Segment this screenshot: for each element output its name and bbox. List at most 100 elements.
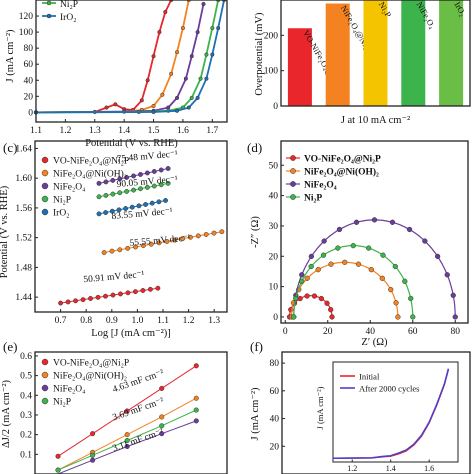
data-point <box>101 250 107 255</box>
data-point <box>308 263 314 270</box>
data-point <box>123 206 129 211</box>
y-axis-label: J (mA cm⁻²) <box>250 387 261 441</box>
y-tick-label: 0 <box>273 102 278 112</box>
data-point <box>158 167 164 173</box>
x-tick-label: 20 <box>323 327 333 337</box>
data-point <box>353 219 360 225</box>
y-tick-label: 40 <box>24 76 34 86</box>
legend-entry: NiFe₂O₄@Ni(OH)₂ <box>53 169 127 180</box>
x-tick-label: 1.4 <box>118 126 130 136</box>
legend-entry: NiFe₂O₄@Ni(OH)₂ <box>304 167 379 178</box>
series-point <box>204 76 209 81</box>
data-point <box>124 432 130 438</box>
x-tick-label: 1.5 <box>148 126 160 136</box>
inset-x-tick-label: 1.4 <box>386 464 396 473</box>
series-point <box>189 95 194 100</box>
y-tick-label: 0.5 <box>20 372 32 382</box>
series-point <box>186 105 191 110</box>
data-point <box>188 234 193 240</box>
x-axis-label: J at 10 mA cm⁻² <box>341 115 410 126</box>
panel-label: (e) <box>3 339 17 354</box>
y-tick-label: 1.64 <box>15 144 32 154</box>
panel-f: (f) 20 40 60 80 J (mA cm⁻²) 1.2 1.4 1.6 J (mA cm⁻… <box>250 339 459 473</box>
bar <box>325 3 350 107</box>
data-point <box>336 226 343 233</box>
series-point <box>163 9 168 15</box>
series-point <box>113 102 118 107</box>
data-point <box>156 240 162 246</box>
data-point <box>193 363 199 369</box>
data-point <box>138 186 143 192</box>
legend-entry: Ni₂P <box>304 194 322 204</box>
data-point <box>165 180 171 186</box>
bar <box>363 0 388 106</box>
data-point <box>193 418 199 424</box>
data-point <box>389 219 396 225</box>
y-tick-label: 1.48 <box>15 263 32 273</box>
bar <box>439 0 464 106</box>
data-point <box>73 298 79 304</box>
data-point <box>103 192 109 198</box>
y-tick-label: 0.3 <box>20 411 32 421</box>
legend-marker <box>41 182 49 190</box>
x-tick-label: 1.2 <box>183 316 195 326</box>
x-tick-label: 0.9 <box>106 316 118 326</box>
data-point <box>311 293 318 299</box>
data-point <box>368 266 374 273</box>
series-point <box>180 26 185 31</box>
series-point <box>145 78 150 83</box>
data-point <box>350 243 356 249</box>
data-point <box>144 184 150 190</box>
data-point <box>388 286 394 293</box>
data-point <box>392 263 398 270</box>
data-point <box>422 238 428 244</box>
x-tick-label: 1.6 <box>177 126 189 136</box>
data-point <box>147 286 153 292</box>
y-tick-label: 1.60 <box>15 174 32 184</box>
x-tick-label: 0 <box>283 327 288 337</box>
series-point <box>104 105 109 110</box>
series-point <box>210 52 215 57</box>
legend-marker <box>41 371 49 379</box>
y-axis-label: Overpotential (mV) <box>254 12 265 96</box>
legend-marker <box>41 358 49 366</box>
series-point <box>151 109 156 115</box>
data-point <box>158 182 164 188</box>
y-tick-label: 10 <box>269 283 279 293</box>
y-tick-label: 20 <box>269 252 279 262</box>
legend-entry: VO-NiFe₂O₄@Ni₂P <box>304 155 381 165</box>
panel-c: (c) 0.7 0.8 0.9 1.0 1.1 1.2 1.3 1.44 1.48 1.52 1.56… <box>0 140 225 339</box>
data-point <box>328 307 334 313</box>
series-point <box>174 95 180 100</box>
fit-line <box>104 231 222 253</box>
data-point <box>125 290 131 296</box>
inset-x-tick-label: 1.6 <box>424 464 434 473</box>
data-point <box>219 229 225 235</box>
data-point <box>321 238 327 244</box>
data-point <box>138 172 143 177</box>
data-point <box>124 188 130 194</box>
tafel-slope-label: 55.55 mV dec⁻¹ <box>129 234 191 249</box>
series-point <box>174 108 180 113</box>
legend-entry: After 2000 cycles <box>359 384 419 394</box>
data-point <box>308 253 315 260</box>
data-point <box>211 230 217 236</box>
y-tick-label: 30 <box>269 222 279 232</box>
data-point <box>96 180 102 186</box>
data-point <box>318 295 325 302</box>
panel-d: (d) 0 20 40 60 80 0 10 20 30 40 50 Z′ (Ω) -Z″ (Ω) VO-N… <box>247 140 460 348</box>
data-point <box>410 314 416 320</box>
legend-entry: Initial <box>359 372 380 382</box>
data-point <box>335 245 341 251</box>
data-point <box>131 187 137 193</box>
x-tick-label: 80 <box>451 327 461 337</box>
data-point <box>297 295 303 302</box>
panel-a-frame <box>35 0 228 123</box>
data-point <box>164 238 170 244</box>
series-point <box>151 54 156 59</box>
data-point <box>293 295 299 302</box>
y-tick-label: 120 <box>19 12 34 22</box>
bar <box>401 0 426 106</box>
data-point <box>103 210 109 215</box>
x-tick-label: 1.0 <box>131 316 143 326</box>
